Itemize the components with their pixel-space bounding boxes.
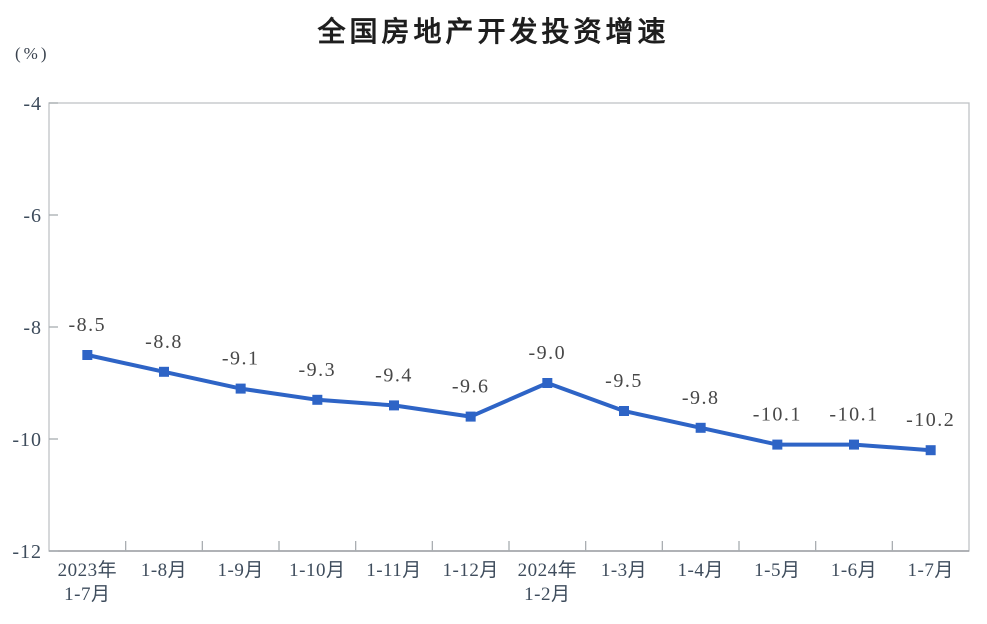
- data-point-label: -10.2: [906, 409, 955, 431]
- data-point-label: -8.8: [145, 331, 183, 353]
- data-point-label: -9.6: [452, 376, 490, 398]
- y-tick-label: -4: [23, 93, 42, 115]
- x-tick-label: 1-3月: [601, 560, 647, 581]
- data-point-marker: [82, 350, 93, 360]
- x-tick-label: 2023年 1-7月: [58, 559, 118, 605]
- x-tick-label: 2024年 1-2月: [518, 559, 578, 605]
- data-point-marker: [159, 366, 169, 377]
- data-point-marker: [235, 383, 246, 394]
- data-point-label: -10.1: [829, 404, 878, 426]
- y-axis-unit-label: (%): [15, 44, 50, 63]
- data-point-label: -9.5: [605, 370, 643, 392]
- y-tick-label: -10: [12, 429, 42, 451]
- x-tick-label: 1-6月: [831, 560, 877, 581]
- data-point-marker: [312, 394, 323, 405]
- data-point-marker: [772, 439, 783, 450]
- data-point-marker: [542, 378, 553, 388]
- x-tick-label: 1-10月: [289, 560, 345, 581]
- x-tick-label: 1-11月: [366, 560, 422, 581]
- data-point-marker: [389, 400, 399, 411]
- data-point-label: -9.8: [682, 387, 720, 409]
- x-tick-label: 1-7月: [908, 560, 954, 581]
- data-point-label: -10.1: [753, 404, 802, 426]
- x-tick-label: 1-4月: [678, 560, 724, 581]
- chart-title: 全国房地产开发投资增速: [317, 16, 670, 47]
- series-line: [85, 353, 933, 453]
- y-tick-label: -6: [23, 205, 42, 227]
- data-point-marker: [465, 411, 476, 422]
- x-tick-label: 1-5月: [754, 560, 800, 581]
- x-tick-label: 1-8月: [141, 560, 187, 581]
- data-point-label: -9.0: [528, 342, 566, 364]
- y-tick-label: -12: [12, 541, 42, 563]
- data-point-marker: [849, 439, 859, 450]
- data-point-label: -9.4: [375, 364, 413, 386]
- data-point-marker: [925, 445, 936, 456]
- y-tick-label: -8: [23, 317, 42, 339]
- data-point-marker: [695, 422, 706, 433]
- data-point-marker: [619, 406, 629, 416]
- plot-border: [48, 102, 970, 552]
- data-point-label: -9.3: [298, 359, 336, 381]
- x-tick-label: 1-12月: [443, 560, 499, 581]
- x-tick-label: 1-9月: [218, 560, 264, 581]
- data-point-label: -9.1: [222, 348, 260, 370]
- data-point-label: -8.5: [68, 314, 106, 336]
